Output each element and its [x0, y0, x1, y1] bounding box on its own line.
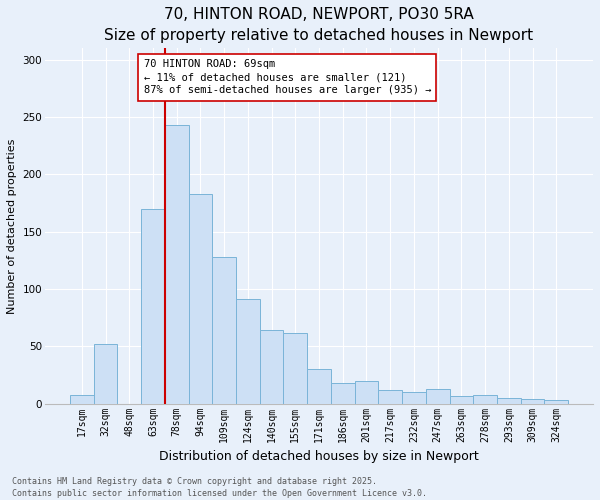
- X-axis label: Distribution of detached houses by size in Newport: Distribution of detached houses by size …: [159, 450, 479, 463]
- Bar: [283, 332, 307, 404]
- Bar: [70, 394, 94, 404]
- Bar: [94, 344, 118, 404]
- Bar: [355, 381, 379, 404]
- Bar: [449, 396, 473, 404]
- Bar: [521, 399, 544, 404]
- Bar: [188, 194, 212, 404]
- Bar: [141, 209, 165, 404]
- Bar: [260, 330, 283, 404]
- Bar: [236, 300, 260, 404]
- Bar: [379, 390, 402, 404]
- Text: Contains HM Land Registry data © Crown copyright and database right 2025.
Contai: Contains HM Land Registry data © Crown c…: [12, 476, 427, 498]
- Bar: [212, 257, 236, 404]
- Title: 70, HINTON ROAD, NEWPORT, PO30 5RA
Size of property relative to detached houses : 70, HINTON ROAD, NEWPORT, PO30 5RA Size …: [104, 7, 533, 43]
- Bar: [473, 394, 497, 404]
- Bar: [331, 383, 355, 404]
- Bar: [426, 389, 449, 404]
- Bar: [165, 125, 188, 404]
- Y-axis label: Number of detached properties: Number of detached properties: [7, 138, 17, 314]
- Bar: [544, 400, 568, 404]
- Text: 70 HINTON ROAD: 69sqm
← 11% of detached houses are smaller (121)
87% of semi-det: 70 HINTON ROAD: 69sqm ← 11% of detached …: [143, 59, 431, 96]
- Bar: [402, 392, 426, 404]
- Bar: [497, 398, 521, 404]
- Bar: [307, 370, 331, 404]
